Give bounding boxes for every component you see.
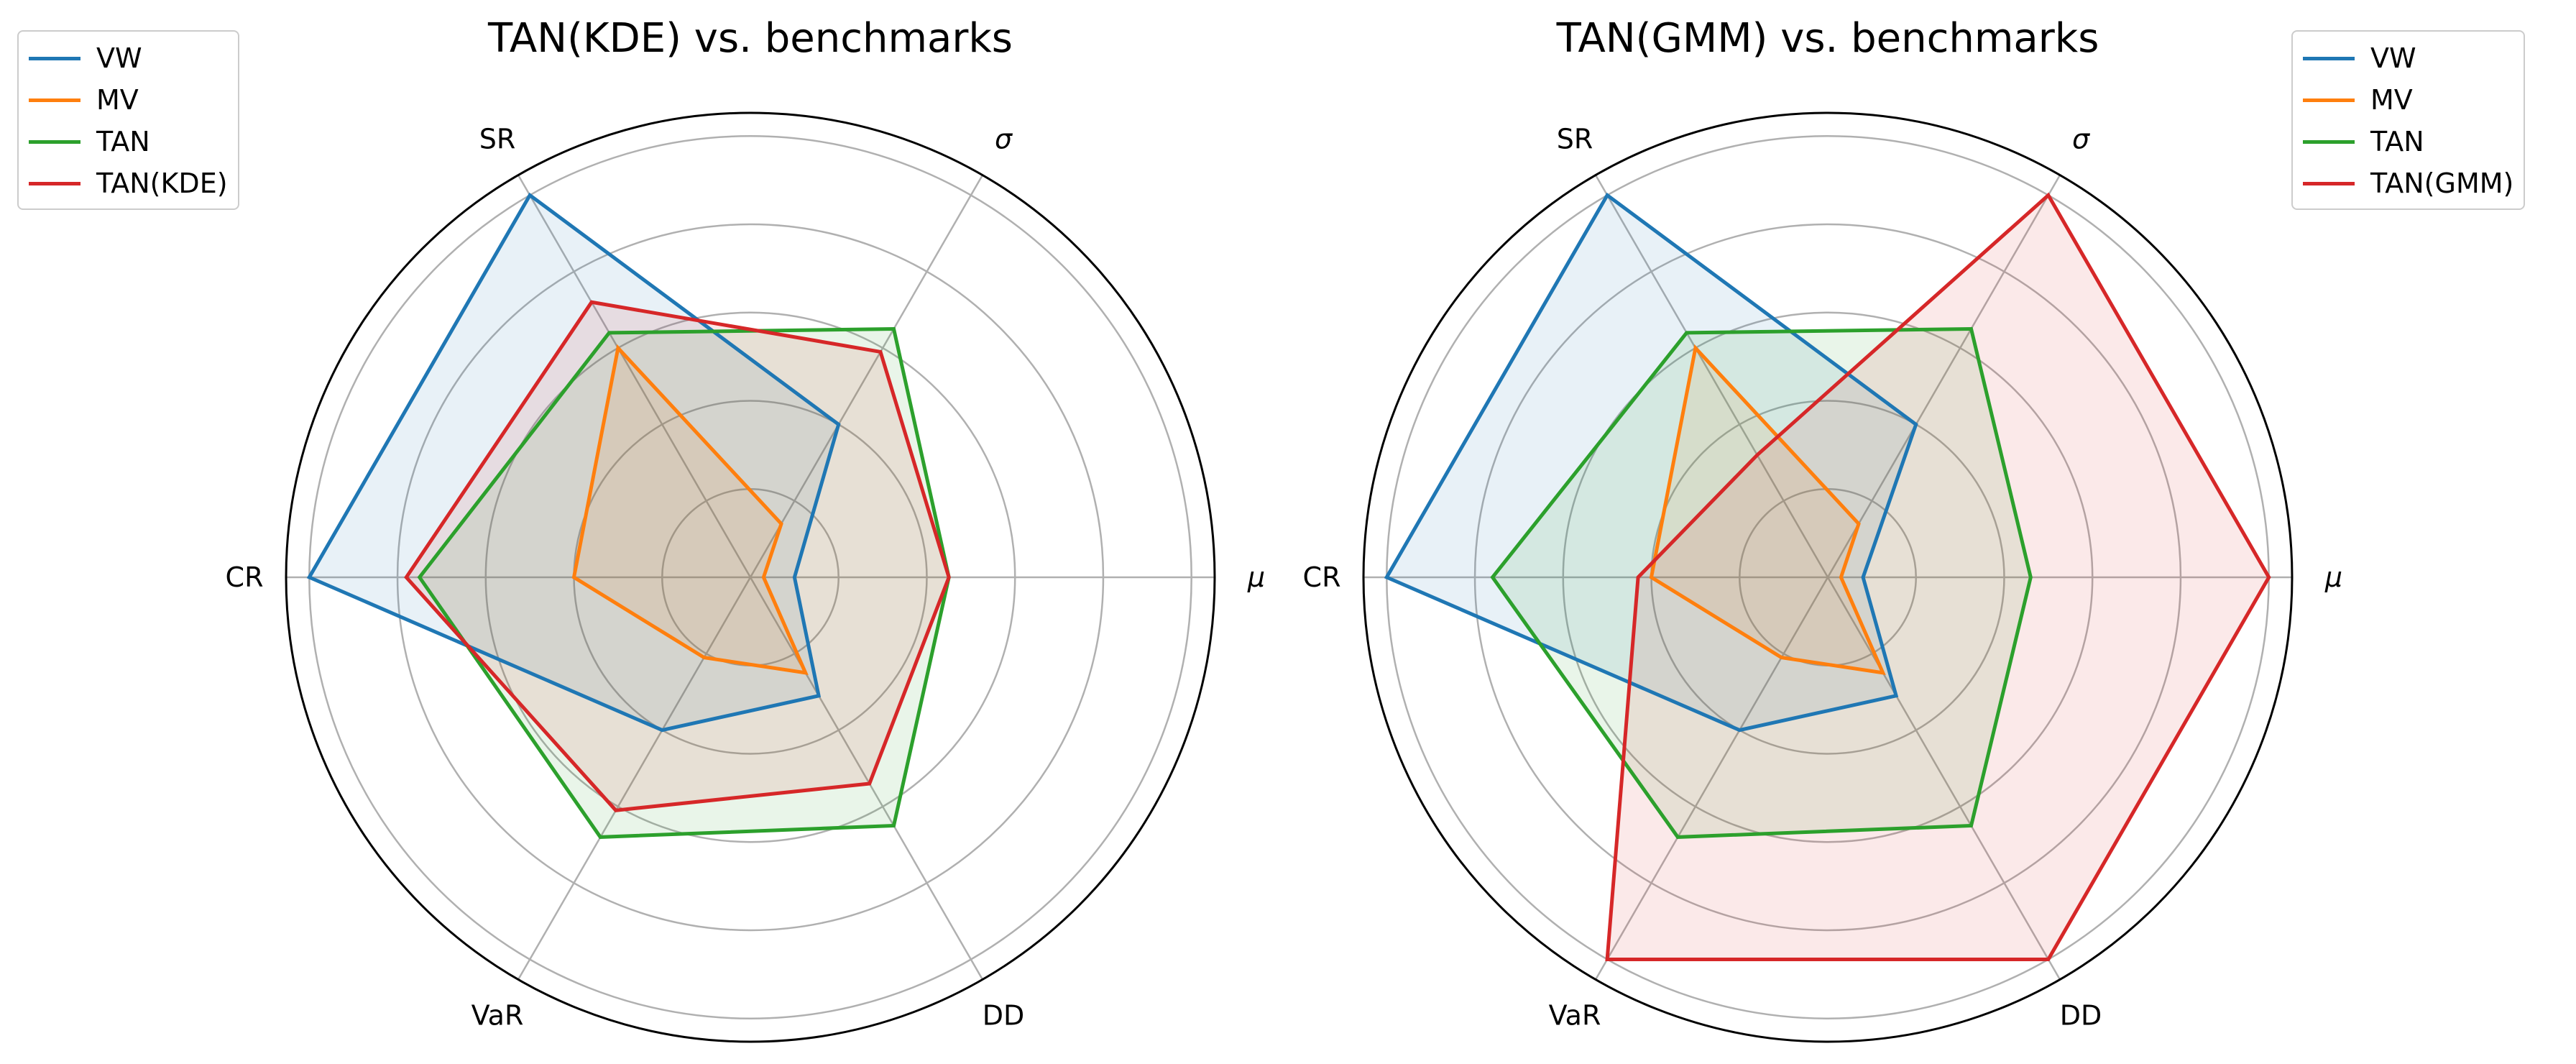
axis-label: μ [1247, 561, 1265, 593]
axis-label: VaR [1549, 1000, 1601, 1032]
axis-label: CR [226, 561, 264, 593]
axis-spoke [1594, 174, 1829, 578]
legend-label: TAN(GMM) [2370, 168, 2514, 199]
series-group [1384, 192, 2271, 961]
legend-swatch [29, 139, 80, 144]
legend-entry: TAN(KDE) [29, 162, 228, 204]
series-line-3 [404, 300, 951, 812]
series-fill-3 [406, 302, 949, 811]
legend-swatch [29, 98, 80, 102]
series-line-0 [1384, 192, 1918, 733]
series-group [306, 192, 951, 839]
series-line-3 [1605, 192, 2271, 961]
axis-label: DD [983, 1000, 1025, 1032]
series-line-2 [1490, 326, 2033, 839]
legend-entry: MV [2303, 79, 2513, 121]
chart-title: TAN(KDE) vs. benchmarks [487, 15, 1013, 62]
legend-swatch [29, 56, 80, 60]
axis-label: DD [2060, 1000, 2102, 1032]
axis-label: σ [2072, 123, 2091, 155]
legend-label: VW [96, 42, 142, 74]
legend-label: TAN [2370, 126, 2424, 157]
legend-swatch [2303, 181, 2355, 185]
series-line-0 [306, 192, 841, 733]
series-fill-1 [574, 348, 806, 673]
radar-chart-tan-kde: TAN(KDE) vs. benchmarks μ σ SR CR VaR DD [226, 15, 1266, 1043]
legend-swatch [2303, 139, 2355, 144]
legend-tan-kde: VW MV TAN TAN(KDE) [17, 30, 239, 210]
axis-spoke [517, 174, 752, 578]
axis-spoke [1826, 174, 2061, 578]
axis-spoke [749, 577, 984, 981]
series-fill-0 [1386, 195, 1916, 730]
series-line-2 [417, 326, 951, 839]
axis-label: σ [995, 123, 1013, 155]
chart-title: TAN(GMM) vs. benchmarks [1556, 15, 2099, 62]
legend-entry: VW [2303, 37, 2513, 79]
axis-labels: μ σ SR CR VaR DD [226, 123, 1266, 1031]
legend-entry: VW [29, 37, 228, 79]
legend-entry: MV [29, 79, 228, 121]
legend-swatch [2303, 56, 2355, 60]
legend-label: VW [2370, 42, 2416, 74]
legend-swatch [29, 181, 80, 185]
axis-label: SR [479, 123, 516, 155]
axis-label: SR [1557, 123, 1593, 155]
legend-label: MV [96, 84, 139, 116]
radar-chart-tan-gmm: TAN(GMM) vs. benchmarks μ σ SR CR VaR DD [1303, 15, 2343, 1043]
legend-entry: TAN [2303, 121, 2513, 162]
legend-label: TAN(KDE) [96, 168, 228, 199]
axis-label: CR [1303, 561, 1341, 593]
legend-label: MV [2370, 84, 2413, 116]
series-line-1 [571, 344, 809, 676]
legend-tan-gmm: VW MV TAN TAN(GMM) [2291, 30, 2526, 210]
series-fill-1 [1651, 348, 1883, 673]
axis-labels: μ σ SR CR VaR DD [1303, 123, 2343, 1031]
series-fill-2 [419, 329, 949, 838]
legend-entry: TAN(GMM) [2303, 162, 2513, 204]
axis-label: μ [2324, 561, 2342, 593]
axis-spoke [517, 577, 752, 981]
series-fill-3 [1607, 195, 2269, 960]
polar-frame [285, 111, 1216, 1043]
series-fill-0 [309, 195, 839, 730]
axis-spoke [1594, 577, 1829, 981]
axis-spoke [749, 174, 984, 578]
legend-swatch [2303, 98, 2355, 102]
axis-spoke [1826, 577, 2061, 981]
legend-label: TAN [96, 126, 150, 157]
polar-frame [1362, 111, 2294, 1043]
series-line-1 [1649, 344, 1886, 676]
legend-entry: TAN [29, 121, 228, 162]
axis-label: VaR [472, 1000, 524, 1032]
